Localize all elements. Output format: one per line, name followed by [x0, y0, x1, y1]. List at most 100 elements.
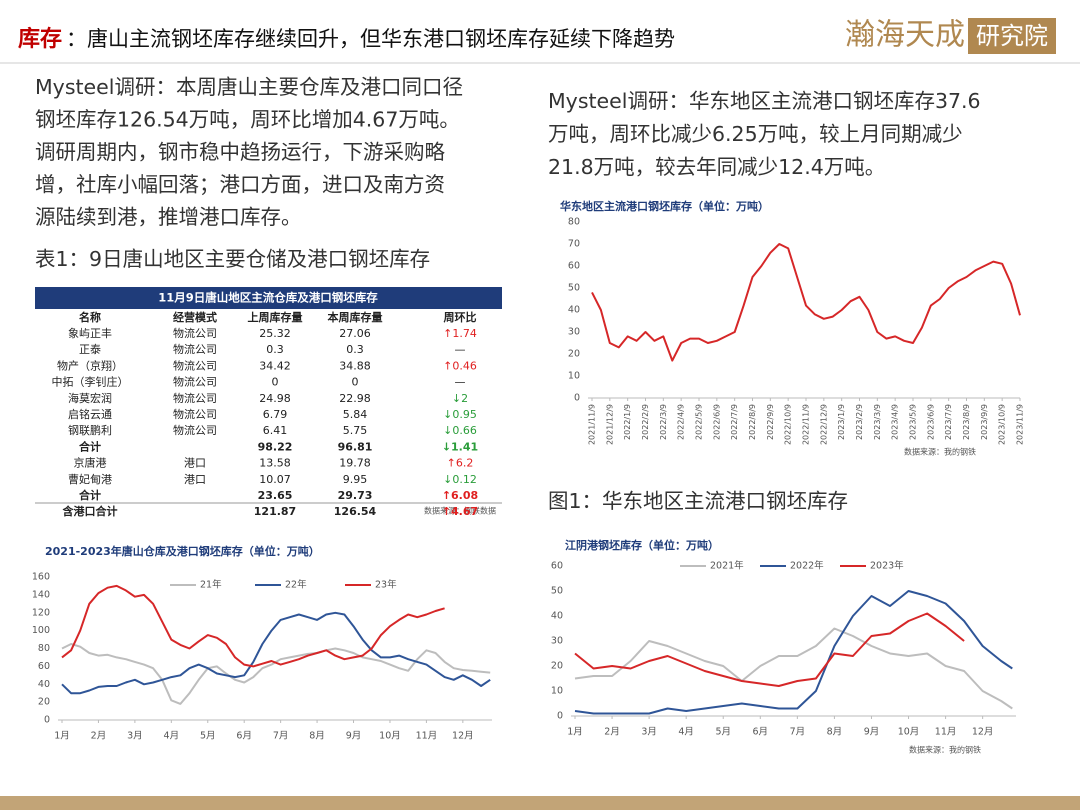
- x-tick-label: 2023/3/9: [873, 404, 882, 440]
- x-tick-label: 12月: [972, 727, 994, 738]
- table-cell: 5.84: [343, 408, 368, 421]
- x-tick-label: 6月: [753, 727, 769, 738]
- table-cell: 34.42: [259, 359, 291, 372]
- table-cell: 合计: [79, 488, 101, 502]
- series-line: [61, 643, 491, 705]
- table-column-header: 上周库存量: [248, 310, 303, 324]
- table-column-header: 周环比: [444, 310, 477, 324]
- series-line: [61, 611, 491, 695]
- x-tick-label: 2023/5/9: [909, 404, 918, 440]
- table-cell: 物产（京翔）: [57, 358, 123, 372]
- table-cell: 0: [272, 376, 279, 389]
- table-cell: 24.98: [259, 392, 291, 405]
- y-tick-label: 20: [568, 349, 580, 360]
- table-cell: 25.32: [259, 327, 291, 340]
- body-text: 增，社库小幅回落；港口方面，进口及南方资: [35, 173, 445, 197]
- chart-source: 数据来源：我的钢铁: [904, 447, 976, 457]
- table-cell: 京唐港: [74, 456, 107, 470]
- table-cell: 10.07: [259, 473, 291, 486]
- x-tick-label: 5月: [715, 727, 731, 738]
- body-text: 调研周期内，钢市稳中趋扬运行，下游采购略: [35, 140, 445, 164]
- series-line: [574, 612, 965, 687]
- table-cell: 96.81: [338, 440, 373, 453]
- table-cell: 121.87: [254, 505, 296, 518]
- x-tick-label: 12月: [452, 731, 474, 742]
- table-cell: 29.73: [338, 489, 373, 502]
- table-cell: 物流公司: [173, 342, 217, 356]
- x-tick-label: 2022/6/9: [712, 404, 721, 440]
- x-tick-label: 2021/11/9: [588, 404, 597, 445]
- table-cell: —: [455, 343, 466, 356]
- chart-title: 2021-2023年唐山仓库及港口钢坯库存（单位：万吨）: [45, 544, 320, 558]
- y-tick-label: 100: [32, 625, 50, 636]
- x-tick-label: 6月: [236, 731, 252, 742]
- y-tick-label: 50: [568, 283, 580, 294]
- x-tick-label: 1月: [567, 727, 583, 738]
- x-tick-label: 3月: [127, 731, 143, 742]
- x-tick-label: 4月: [164, 731, 180, 742]
- table-cell: 物流公司: [173, 391, 217, 405]
- y-tick-label: 80: [568, 217, 580, 228]
- title-label: 库存: [18, 26, 62, 52]
- table-cell: 合计: [79, 439, 101, 453]
- x-tick-label: 10月: [898, 727, 920, 738]
- table-cell: 27.06: [339, 327, 371, 340]
- body-text: 钢坯库存126.54万吨，周环比增加4.67万吨。: [35, 108, 460, 132]
- legend-label: 2022年: [790, 560, 824, 572]
- table-cell: ↓1.41: [442, 440, 478, 453]
- table-cell: ↑4.67: [442, 505, 478, 518]
- table-column-header: 本周库存量: [328, 310, 383, 324]
- table-cell: ↓0.95: [443, 408, 477, 421]
- series-line: [591, 243, 1021, 362]
- x-tick-label: 2月: [91, 731, 107, 742]
- table-cell: 中拓（李钊庄）: [52, 375, 129, 389]
- y-tick-label: 0: [557, 711, 563, 722]
- table-cell: 物流公司: [173, 423, 217, 437]
- y-tick-label: 140: [32, 589, 50, 600]
- x-tick-label: 2022/5/9: [695, 404, 704, 440]
- table-cell: 海莫宏润: [68, 391, 112, 405]
- table-cell: 22.98: [339, 392, 371, 405]
- table-cell: 5.75: [343, 424, 368, 437]
- table-cell: 0.3: [346, 343, 364, 356]
- legend-label: 23年: [375, 579, 397, 591]
- x-tick-label: 11月: [935, 727, 957, 738]
- y-tick-label: 40: [38, 679, 50, 690]
- table-cell: 钢联鹏利: [68, 424, 112, 437]
- title-text: ：唐山主流钢坯库存继续回升，但华东港口钢坯库存延续下降趋势: [66, 27, 675, 51]
- table-cell: 23.65: [258, 489, 293, 502]
- y-tick-label: 70: [568, 239, 580, 250]
- x-tick-label: 8月: [309, 731, 325, 742]
- table-cell: 物流公司: [173, 375, 217, 389]
- table-cell: 含港口合计: [62, 504, 118, 518]
- y-tick-label: 40: [568, 305, 580, 316]
- body-text: 21.8万吨，较去年同减少12.4万吨。: [548, 155, 885, 179]
- table-column-header: 名称: [79, 310, 101, 324]
- y-tick-label: 60: [568, 261, 580, 272]
- y-tick-label: 20: [38, 697, 50, 708]
- x-tick-label: 7月: [273, 731, 289, 742]
- body-text: Mysteel调研：华东地区主流港口钢坯库存37.6: [548, 89, 981, 113]
- y-tick-label: 160: [32, 572, 50, 583]
- legend-label: 2021年: [710, 560, 744, 572]
- table-cell: 曹妃甸港: [68, 472, 112, 486]
- x-tick-label: 3月: [641, 727, 657, 738]
- x-tick-label: 2022/3/9: [659, 404, 668, 440]
- table-cell: 126.54: [334, 505, 377, 518]
- x-tick-label: 2022/10/9: [784, 404, 793, 445]
- y-tick-label: 40: [551, 611, 563, 622]
- table-cell: ↓2: [452, 392, 468, 405]
- logo-box-text: 研究院: [976, 22, 1048, 50]
- x-tick-label: 2月: [604, 727, 620, 738]
- x-tick-label: 2022/9/9: [766, 404, 775, 440]
- table-cell: 98.22: [258, 440, 293, 453]
- x-tick-label: 9月: [346, 731, 362, 742]
- legend-label: 22年: [285, 579, 307, 591]
- y-tick-label: 50: [551, 586, 563, 597]
- table-cell: 9.95: [343, 473, 368, 486]
- table-cell: 物流公司: [173, 407, 217, 421]
- x-tick-label: 2022/11/9: [802, 404, 811, 445]
- figure-caption: 图1：华东地区主流港口钢坯库存: [548, 489, 848, 513]
- x-tick-label: 2022/2/9: [641, 404, 650, 440]
- x-tick-label: 4月: [678, 727, 694, 738]
